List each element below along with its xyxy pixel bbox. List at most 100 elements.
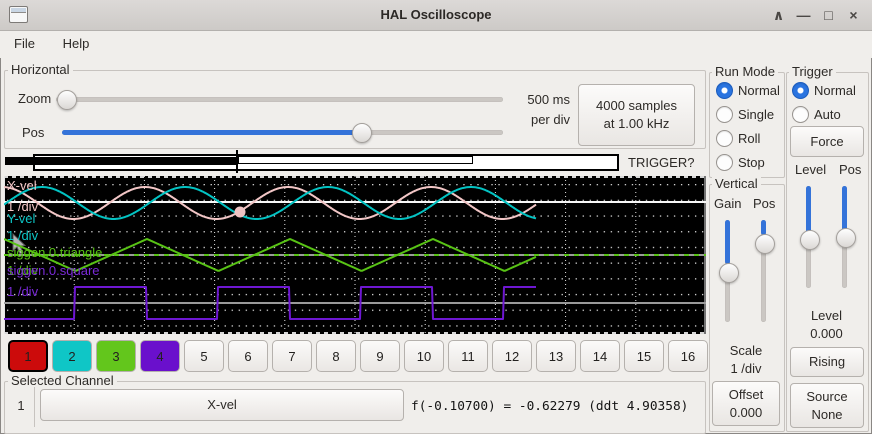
radio-label: Normal bbox=[738, 82, 780, 98]
trigger-edge-button[interactable]: Rising bbox=[790, 347, 864, 377]
force-button[interactable]: Force bbox=[790, 126, 864, 157]
zoom-slider-handle[interactable] bbox=[57, 90, 77, 110]
channel-button-2[interactable]: 2 bbox=[52, 340, 92, 372]
gain-slider-handle[interactable] bbox=[719, 263, 739, 283]
trigger-option-normal[interactable]: Normal bbox=[792, 78, 856, 102]
offset-value: 0.000 bbox=[729, 404, 763, 420]
zoom-label: Zoom bbox=[18, 91, 52, 106]
scale-value: 1 /div bbox=[730, 361, 762, 376]
run-mode-option-stop[interactable]: Stop bbox=[716, 150, 780, 174]
window-title: HAL Oscilloscope bbox=[380, 7, 492, 22]
titlebar: HAL Oscilloscope ∧ — □ × bbox=[0, 0, 872, 31]
channel-button-1[interactable]: 1 bbox=[8, 340, 48, 372]
radio-icon bbox=[792, 81, 809, 99]
gain-slider-fill bbox=[725, 220, 730, 264]
record-pretrigger-bar bbox=[5, 157, 238, 165]
radio-label: Normal bbox=[814, 82, 856, 98]
scale-label: Scale bbox=[729, 343, 763, 358]
channel-button-8[interactable]: 8 bbox=[316, 340, 356, 372]
waveform-Y-vel bbox=[4, 186, 537, 220]
channel-button-12[interactable]: 12 bbox=[492, 340, 532, 372]
trigger-source-button[interactable]: Source None bbox=[790, 383, 864, 428]
vertical-pos-label: Pos bbox=[753, 196, 776, 211]
trigger-edge-label: Rising bbox=[808, 354, 846, 369]
trigger-pos-slider-fill bbox=[842, 186, 847, 234]
offset-button[interactable]: Offset 0.000 bbox=[712, 381, 780, 426]
pos-slider-handle[interactable] bbox=[352, 123, 372, 143]
trigger-source-label: Source bbox=[806, 388, 848, 404]
pos-label: Pos bbox=[22, 125, 45, 140]
trigger-level-slider-fill bbox=[806, 186, 811, 236]
channel-button-15[interactable]: 15 bbox=[624, 340, 664, 372]
scope-svg[interactable] bbox=[4, 176, 706, 334]
radio-icon bbox=[716, 129, 733, 147]
channel-button-6[interactable]: 6 bbox=[228, 340, 268, 372]
channel-button-13[interactable]: 13 bbox=[536, 340, 576, 372]
pos-slider-fill bbox=[62, 130, 361, 135]
maximize-icon[interactable]: □ bbox=[824, 7, 833, 23]
channel-source-button[interactable]: X-vel bbox=[40, 389, 404, 421]
trigger-option-auto[interactable]: Auto bbox=[792, 102, 856, 126]
radio-label: Auto bbox=[814, 106, 841, 122]
rate-per-div-line1: 500 ms bbox=[527, 92, 570, 107]
horizontal-group-title: Horizontal bbox=[8, 63, 73, 77]
close-icon[interactable]: × bbox=[849, 7, 858, 23]
cursor-readout: f(-0.10700) = -0.62279 (ddt 4.90358) bbox=[411, 399, 689, 414]
selected-channel-number: 1 bbox=[17, 398, 25, 413]
window-controls: ∧ — □ × bbox=[766, 0, 866, 30]
trigger-pos-label: Pos bbox=[839, 162, 862, 177]
channel-source-label: X-vel bbox=[207, 397, 237, 412]
trigger-title: Trigger bbox=[789, 65, 836, 79]
trigger-status-label: TRIGGER? bbox=[628, 155, 695, 170]
trigger-level-slider-handle[interactable] bbox=[800, 230, 820, 250]
waveform-siggen.0.square bbox=[4, 286, 536, 320]
vertical-title: Vertical bbox=[712, 177, 761, 191]
channel-button-9[interactable]: 9 bbox=[360, 340, 400, 372]
minimize-icon[interactable]: — bbox=[796, 7, 811, 23]
run-mode-options: Normal Single Roll Stop bbox=[716, 78, 780, 174]
trigger-position-tick bbox=[236, 150, 238, 173]
radio-label: Roll bbox=[738, 130, 761, 146]
vertical-pos-slider-handle[interactable] bbox=[755, 234, 775, 254]
force-button-label: Force bbox=[810, 133, 844, 149]
radio-icon bbox=[716, 81, 733, 99]
menu-file[interactable]: File bbox=[14, 36, 35, 51]
menu-help[interactable]: Help bbox=[62, 36, 90, 51]
vertical-pos-slider-track[interactable] bbox=[761, 220, 766, 322]
channel-button-16[interactable]: 16 bbox=[668, 340, 708, 372]
trigger-level-label: Level bbox=[795, 162, 827, 177]
shade-icon[interactable]: ∧ bbox=[772, 7, 785, 23]
samples-button[interactable]: 4000 samples at 1.00 kHz bbox=[578, 84, 695, 146]
radio-icon bbox=[716, 105, 733, 123]
channel-button-7[interactable]: 7 bbox=[272, 340, 312, 372]
radio-icon bbox=[716, 153, 733, 171]
channel-button-14[interactable]: 14 bbox=[580, 340, 620, 372]
channel-button-4[interactable]: 4 bbox=[140, 340, 180, 372]
trigger-pos-slider-handle[interactable] bbox=[836, 228, 856, 248]
selected-channel-title: Selected Channel bbox=[8, 374, 117, 388]
rate-per-div-line2: per div bbox=[530, 112, 570, 127]
run-mode-option-roll[interactable]: Roll bbox=[716, 126, 780, 150]
zoom-slider-track[interactable] bbox=[56, 97, 503, 102]
run-mode-option-normal[interactable]: Normal bbox=[716, 78, 780, 102]
radio-label: Single bbox=[738, 106, 775, 122]
mouse-cursor-icon bbox=[12, 232, 27, 255]
run-mode-option-single[interactable]: Single bbox=[716, 102, 780, 126]
waveform-siggen.0.triangle bbox=[4, 238, 537, 272]
offset-label: Offset bbox=[728, 386, 764, 402]
trigger-options: Normal Auto bbox=[792, 78, 856, 126]
record-captured-bar bbox=[238, 156, 473, 164]
horizontal-group bbox=[4, 70, 706, 149]
trigger-source-value: None bbox=[811, 406, 843, 422]
channel-button-11[interactable]: 11 bbox=[448, 340, 488, 372]
channel-button-5[interactable]: 5 bbox=[184, 340, 224, 372]
vertical-pos-slider-fill bbox=[761, 220, 766, 235]
radio-icon bbox=[792, 105, 809, 123]
channel-button-3[interactable]: 3 bbox=[96, 340, 136, 372]
samples-line1: 4000 samples bbox=[596, 98, 677, 113]
window-menu-icon[interactable] bbox=[9, 6, 28, 23]
channel-button-10[interactable]: 10 bbox=[404, 340, 444, 372]
run-mode-title: Run Mode bbox=[712, 65, 778, 79]
gain-label: Gain bbox=[714, 196, 742, 211]
scope-display[interactable]: X-vel 1 /div Y-vel 1 /div siggen.0.triangle 1… bbox=[4, 176, 706, 334]
